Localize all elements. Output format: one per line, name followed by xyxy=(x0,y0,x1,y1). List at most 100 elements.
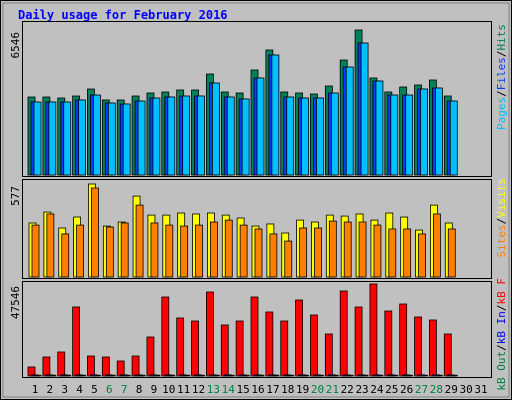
bar xyxy=(165,224,174,278)
bar xyxy=(63,374,72,377)
bar xyxy=(226,96,235,176)
chart-title: Daily usage for February 2016 xyxy=(18,8,228,22)
bar xyxy=(299,227,308,278)
bar xyxy=(241,374,250,377)
bar xyxy=(107,102,116,176)
legend-label: kB Out xyxy=(495,351,508,391)
bar xyxy=(146,336,155,377)
bar xyxy=(87,355,95,377)
bar xyxy=(195,224,203,278)
x-tick-label: 29 xyxy=(445,383,458,396)
bar xyxy=(150,222,159,278)
bar xyxy=(280,320,289,377)
x-tick-label: 1 xyxy=(32,383,39,396)
x-tick-label: 18 xyxy=(281,383,294,396)
bar xyxy=(271,54,280,176)
bar xyxy=(360,374,369,377)
bar xyxy=(328,220,337,278)
x-tick-label: 30 xyxy=(460,383,473,396)
legend-label: Files xyxy=(495,57,508,90)
legend-separator: / xyxy=(495,344,508,351)
bar xyxy=(197,95,205,176)
y-tick-label: 577 xyxy=(9,186,22,206)
x-tick-label: 4 xyxy=(76,383,83,396)
bar xyxy=(330,374,339,377)
bar xyxy=(256,77,265,176)
bar xyxy=(314,227,322,278)
bar xyxy=(167,96,176,176)
bar xyxy=(239,224,248,278)
legend-label: kB F xyxy=(495,278,508,305)
bar xyxy=(241,98,250,176)
bar xyxy=(235,320,244,377)
bar xyxy=(405,374,414,377)
bar xyxy=(101,356,110,377)
legend: kB Out/kB In/kB F xyxy=(495,278,508,391)
bar xyxy=(256,374,265,377)
bar xyxy=(161,296,170,377)
bar xyxy=(61,233,70,278)
bar xyxy=(390,94,399,176)
x-tick-label: 17 xyxy=(266,383,279,396)
bar xyxy=(137,100,146,176)
x-tick-label: 14 xyxy=(222,383,236,396)
bar xyxy=(46,213,55,278)
bar xyxy=(345,374,354,377)
y-tick-label: 6546 xyxy=(9,32,22,59)
x-tick-label: 21 xyxy=(326,383,339,396)
bar xyxy=(316,374,324,377)
bar xyxy=(31,224,40,278)
bar xyxy=(42,356,51,377)
bar xyxy=(345,66,354,176)
x-tick-label: 2 xyxy=(47,383,54,396)
bar xyxy=(93,374,101,377)
x-tick-label: 8 xyxy=(136,383,143,396)
bar xyxy=(369,283,378,377)
legend-label: kB In xyxy=(495,311,508,344)
bar xyxy=(33,101,42,176)
x-tick-label: 19 xyxy=(296,383,309,396)
bar xyxy=(57,351,66,377)
x-tick-label: 13 xyxy=(207,383,220,396)
bar xyxy=(105,226,114,278)
bar xyxy=(116,360,125,377)
bar xyxy=(33,374,42,377)
bar xyxy=(301,374,310,377)
bar xyxy=(182,95,191,176)
bar xyxy=(339,290,348,377)
bar xyxy=(209,221,218,278)
bar xyxy=(373,224,382,278)
bar xyxy=(399,303,408,377)
bar xyxy=(343,221,352,278)
legend-label: Sites xyxy=(495,224,508,257)
bar xyxy=(403,228,412,278)
legend-separator: / xyxy=(495,51,508,58)
x-tick-label: 27 xyxy=(415,383,428,396)
bar xyxy=(211,374,220,377)
bar xyxy=(375,374,384,377)
x-tick-label: 10 xyxy=(162,383,175,396)
legend-label: Pages xyxy=(495,97,508,130)
bar xyxy=(152,374,161,377)
legend-separator: / xyxy=(495,305,508,312)
bar xyxy=(434,374,443,377)
bar xyxy=(316,97,324,176)
bar xyxy=(93,94,101,176)
bar xyxy=(269,233,278,278)
bar xyxy=(295,299,304,377)
bar xyxy=(48,101,57,176)
bar xyxy=(191,320,199,377)
legend: Pages/Files/Hits xyxy=(495,24,508,130)
bar xyxy=(176,317,185,377)
bar xyxy=(414,316,422,377)
bar xyxy=(284,240,293,278)
x-tick-label: 11 xyxy=(177,383,190,396)
bar xyxy=(420,374,428,377)
bar xyxy=(122,374,131,377)
legend-label: Hits xyxy=(495,24,508,51)
bar xyxy=(197,374,205,377)
bar xyxy=(220,324,229,377)
bar xyxy=(390,374,399,377)
legend-separator: / xyxy=(495,218,508,225)
